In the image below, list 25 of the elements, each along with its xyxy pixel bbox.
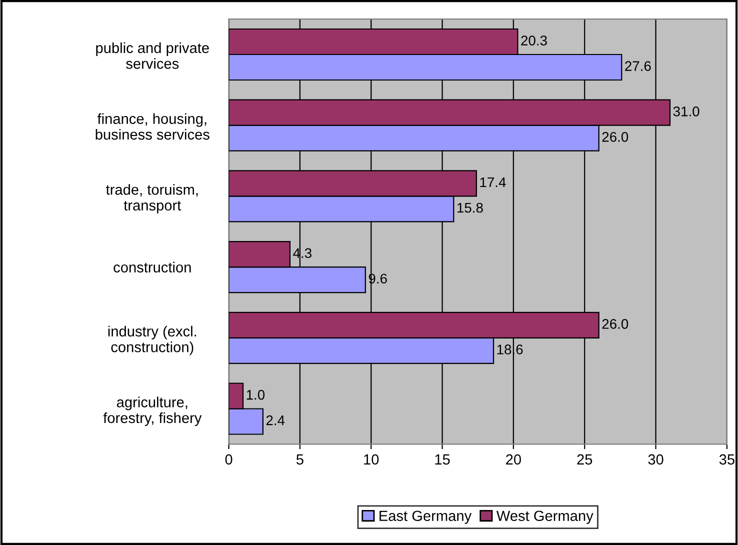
x-tick-label: 10 xyxy=(364,454,379,465)
y-tick-label: finance, housing, business services xyxy=(96,113,210,140)
x-tick-label: 25 xyxy=(577,454,592,465)
data-label: 15.8 xyxy=(457,202,483,213)
x-tick-label: 30 xyxy=(648,454,664,465)
data-label: 17.4 xyxy=(480,177,506,188)
y-tick-label: construction xyxy=(114,262,191,272)
x-tick-label: 35 xyxy=(719,454,734,465)
y-tick-label: agriculture, forestry, fishery xyxy=(103,396,202,426)
data-label: 20.3 xyxy=(521,36,547,46)
x-tick-label: 0 xyxy=(225,454,232,465)
data-label: 26.0 xyxy=(602,319,628,329)
legend-label: West Germany xyxy=(496,510,594,524)
data-label: 31.0 xyxy=(673,106,700,116)
x-tick-label: 5 xyxy=(296,454,304,465)
legend-label: East Germany xyxy=(380,510,472,524)
data-label: 2.4 xyxy=(266,415,285,426)
data-label: 27.6 xyxy=(625,61,651,71)
data-label: 26.0 xyxy=(602,132,628,142)
y-tick-label: trade, toruism, transport xyxy=(106,184,198,214)
x-tick-label: 20 xyxy=(506,454,521,465)
y-tick-label: industry (excl. construction) xyxy=(108,326,196,356)
x-tick-label: 15 xyxy=(435,454,450,465)
y-tick-label: public and private services xyxy=(96,42,209,69)
data-label: 1.0 xyxy=(246,390,265,400)
